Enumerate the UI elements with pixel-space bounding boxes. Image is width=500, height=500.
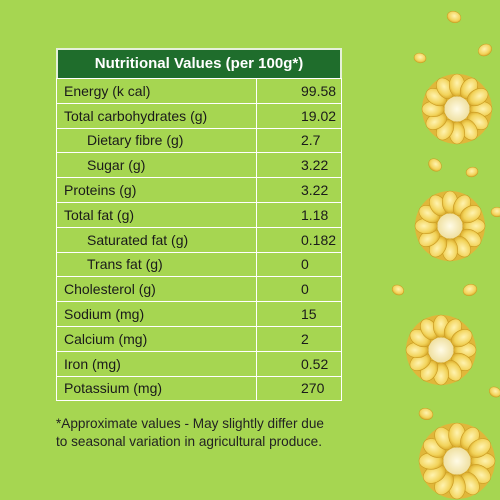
table-row: Trans fat (g) 0 xyxy=(56,251,342,278)
row-label-sub: Saturated fat (g) xyxy=(56,226,257,253)
footnote-line: to seasonal variation in agricultural pr… xyxy=(56,434,322,449)
row-label-sub: Dietary fibre (g) xyxy=(56,127,257,154)
table-row: Saturated fat (g) 0.182 xyxy=(56,226,342,253)
row-label: Potassium (mg) xyxy=(56,375,257,402)
row-value: 0 xyxy=(256,251,342,278)
row-label: Calcium (mg) xyxy=(56,325,257,352)
table-row: Cholesterol (g) 0 xyxy=(56,276,342,303)
corn-kernel-icon xyxy=(391,284,405,296)
corn-slice-icon xyxy=(421,73,493,145)
row-value: 0.182 xyxy=(256,226,342,253)
row-label: Cholesterol (g) xyxy=(56,276,257,303)
corn-kernel-icon xyxy=(490,206,500,218)
table-row: Energy (k cal) 99.58 xyxy=(56,78,342,104)
table-row: Sugar (g) 3.22 xyxy=(56,152,342,179)
corn-kernel-icon xyxy=(465,166,479,178)
row-label: Energy (k cal) xyxy=(56,78,257,104)
row-value: 2.7 xyxy=(256,127,342,154)
corn-slice-icon xyxy=(414,190,486,262)
row-label: Iron (mg) xyxy=(56,350,257,377)
footnote: *Approximate values - May slightly diffe… xyxy=(56,415,356,451)
row-value: 15 xyxy=(256,301,342,327)
row-value: 270 xyxy=(256,375,342,402)
corn-slice-icon xyxy=(405,314,477,386)
table-row: Proteins (g) 3.22 xyxy=(56,177,342,203)
row-label: Total fat (g) xyxy=(56,201,257,228)
row-value: 1.18 xyxy=(256,201,342,228)
row-value: 3.22 xyxy=(256,177,342,203)
row-value: 3.22 xyxy=(256,152,342,179)
row-label-sub: Trans fat (g) xyxy=(56,251,257,278)
row-label-sub: Sugar (g) xyxy=(56,152,257,179)
nutrition-panel: Nutritional Values (per 100g*) Energy (k… xyxy=(56,48,342,402)
corn-kernel-icon xyxy=(446,10,462,24)
corn-kernel-icon xyxy=(413,52,427,64)
row-label: Total carbohydrates (g) xyxy=(56,102,257,129)
row-value: 99.58 xyxy=(256,78,342,104)
corn-kernel-icon xyxy=(489,386,500,398)
row-label: Sodium (mg) xyxy=(56,301,257,327)
corn-kernel-icon xyxy=(418,408,434,420)
table-row: Total carbohydrates (g) 19.02 xyxy=(56,102,342,129)
corn-kernel-icon xyxy=(478,43,492,57)
row-value: 19.02 xyxy=(256,102,342,129)
table-row: Total fat (g) 1.18 xyxy=(56,201,342,228)
row-value: 0 xyxy=(256,276,342,303)
corn-kernel-icon xyxy=(462,283,478,297)
row-label: Proteins (g) xyxy=(56,177,257,203)
table-row: Calcium (mg) 2 xyxy=(56,325,342,352)
table-title: Nutritional Values (per 100g*) xyxy=(56,48,342,78)
table-row: Dietary fibre (g) 2.7 xyxy=(56,127,342,154)
table-row: Iron (mg) 0.52 xyxy=(56,350,342,377)
table-row: Sodium (mg) 15 xyxy=(56,301,342,327)
row-value: 2 xyxy=(256,325,342,352)
table-row: Potassium (mg) 270 xyxy=(56,375,342,402)
corn-slice-icon xyxy=(418,422,496,500)
corn-kernel-icon xyxy=(428,158,442,172)
row-value: 0.52 xyxy=(256,350,342,377)
footnote-line: *Approximate values - May slightly diffe… xyxy=(56,416,324,431)
nutrition-table: Energy (k cal) 99.58 Total carbohydrates… xyxy=(56,78,342,402)
